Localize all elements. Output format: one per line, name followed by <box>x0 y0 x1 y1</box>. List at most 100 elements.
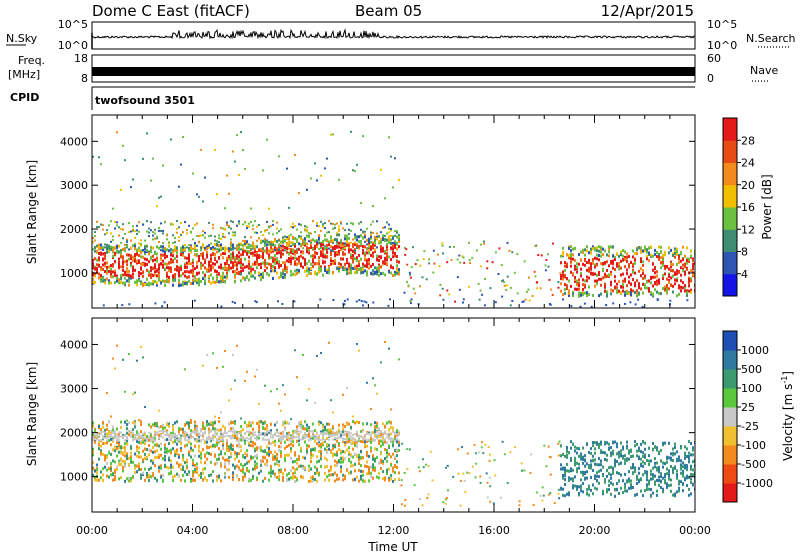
echo-cell <box>296 431 298 434</box>
echo-cell <box>246 454 248 458</box>
echo-cell <box>224 266 226 270</box>
echo-cell <box>670 276 672 280</box>
echo-cell <box>198 271 200 275</box>
echo-cell <box>246 436 248 439</box>
echo-cell <box>164 443 166 447</box>
echo-cell <box>148 231 150 234</box>
echo-cell <box>338 230 340 232</box>
echo-cell <box>154 424 156 427</box>
echo-cell <box>164 250 166 254</box>
echo-cell <box>641 305 644 308</box>
echo-cell <box>566 262 568 266</box>
echo-cell <box>242 475 244 479</box>
echo-cell <box>236 267 238 271</box>
echo-cell <box>622 249 624 253</box>
echo-cell <box>346 258 348 261</box>
echo-cell <box>582 262 584 266</box>
echo-cell <box>322 261 324 265</box>
echo-cell <box>290 233 292 236</box>
echo-cell <box>184 479 186 483</box>
echo-cell <box>174 275 176 279</box>
echo-cell <box>140 455 142 459</box>
echo-cell <box>276 428 278 432</box>
echo-cell <box>382 260 384 264</box>
echo-cell <box>326 444 328 448</box>
echo-cell <box>256 239 258 242</box>
echo-cell <box>310 254 312 258</box>
echo-cell <box>286 434 288 437</box>
echo-cell <box>280 450 282 454</box>
echo-cell <box>226 274 228 278</box>
echo-cell <box>582 291 584 295</box>
echo-cell <box>154 439 156 442</box>
echo-cell <box>614 275 616 279</box>
echo-cell <box>368 244 370 247</box>
echo-cell <box>284 238 286 242</box>
echo-cell <box>108 451 110 455</box>
echo-cell <box>296 439 298 443</box>
echo-cell <box>290 245 292 248</box>
echo-cell <box>250 478 252 482</box>
echo-cell <box>368 438 370 441</box>
echo-cell <box>338 241 340 245</box>
echo-cell <box>392 235 394 239</box>
echo-cell <box>572 253 574 257</box>
echo-cell <box>206 457 208 461</box>
echo-cell <box>324 238 326 242</box>
echo-cell <box>128 257 130 261</box>
echo-cell <box>624 250 626 254</box>
echo-cell <box>248 262 250 266</box>
echo-cell <box>274 262 276 265</box>
echo-cell <box>246 249 248 252</box>
echo-cell <box>214 253 216 257</box>
echo-cell <box>264 434 266 437</box>
echo-cell <box>320 247 322 250</box>
echo-cell <box>118 266 120 270</box>
echo-cell <box>180 267 182 270</box>
echo-cell <box>192 458 194 462</box>
echo-cell <box>318 248 320 251</box>
echo-cell <box>192 272 194 276</box>
echo-cell <box>326 255 328 259</box>
echo-cell <box>238 251 240 255</box>
echo-cell <box>344 266 346 270</box>
echo-cell <box>664 267 666 271</box>
echo-cell <box>180 283 182 287</box>
echo-cell <box>104 264 106 268</box>
echo-cell <box>232 256 234 260</box>
echo-cell <box>222 247 224 251</box>
echo-cell <box>152 450 154 454</box>
echo-cell <box>654 271 656 275</box>
echo-cell <box>370 264 372 268</box>
echo-cell <box>624 302 626 305</box>
echo-cell <box>356 343 358 345</box>
echo-cell <box>392 244 394 248</box>
echo-cell <box>236 455 238 459</box>
echo-cell <box>376 254 378 258</box>
echo-cell <box>376 392 378 395</box>
echo-cell <box>280 249 282 253</box>
echo-cell <box>222 266 224 270</box>
echo-cell <box>578 278 580 282</box>
echo-cell <box>620 291 622 295</box>
echo-cell <box>162 242 164 244</box>
echo-cell <box>360 300 363 303</box>
echo-cell <box>378 476 380 480</box>
echo-cell <box>405 248 408 251</box>
freq-right-tick-bottom: 0 <box>707 72 714 85</box>
echo-cell <box>350 425 352 429</box>
echo-cell <box>156 268 158 272</box>
echo-cell <box>144 252 146 256</box>
echo-cell <box>332 261 334 265</box>
echo-cell <box>260 255 262 259</box>
echo-cell <box>322 253 324 257</box>
echo-cell <box>588 266 590 270</box>
echo-cell <box>188 275 190 279</box>
echo-cell <box>124 250 126 252</box>
echo-cell <box>118 244 120 248</box>
echo-cell <box>350 453 352 457</box>
echo-cell <box>340 460 342 464</box>
echo-cell <box>374 248 376 251</box>
echo-cell <box>254 375 256 378</box>
echo-cell <box>574 247 576 251</box>
